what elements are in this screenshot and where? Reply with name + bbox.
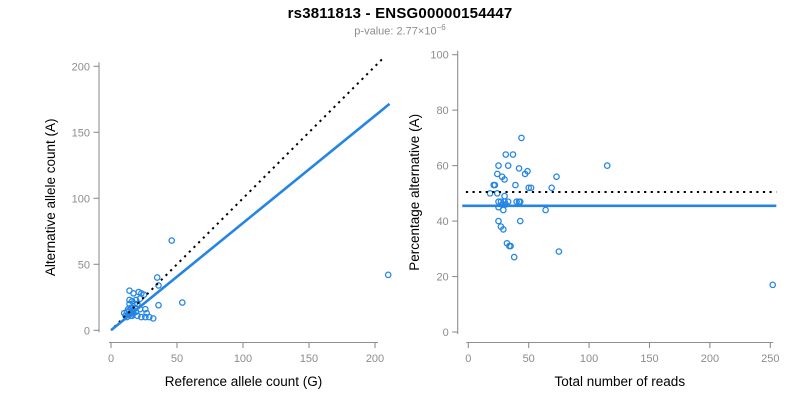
x-tick-label: 150 [640, 353, 658, 365]
data-point [130, 290, 137, 297]
panel-percentage-vs-reads: 0 50 100 150 200 250 0 20 40 60 80 100 Total number … [407, 50, 779, 389]
y-tick-label: 100 [72, 193, 90, 205]
x-axis-title: Total number of reads [555, 374, 686, 389]
x-tick-label: 100 [234, 353, 252, 365]
data-point [518, 134, 525, 142]
x-tick-label: 50 [171, 353, 183, 365]
data-point [178, 299, 186, 306]
data-point [513, 198, 520, 205]
data-point [515, 165, 523, 172]
x-tick-label: 50 [523, 353, 535, 365]
x-tick-label: 0 [108, 353, 114, 365]
data-point [141, 305, 149, 313]
data-point [504, 162, 512, 169]
y-tick-label: 0 [443, 327, 449, 339]
y-tick-label: 100 [430, 50, 448, 62]
y-tick-label: 20 [436, 272, 448, 284]
data-point [502, 151, 510, 158]
data-point [603, 162, 611, 169]
regression-line [110, 102, 391, 332]
data-point [504, 198, 512, 205]
data-point [500, 206, 507, 214]
data-point [548, 184, 555, 192]
data-point [510, 253, 518, 261]
data-point [491, 181, 499, 189]
data-point [553, 173, 560, 181]
y-tick-label: 150 [72, 127, 90, 139]
y-tick-label: 40 [436, 216, 448, 228]
data-point [145, 313, 153, 321]
data-point [501, 192, 508, 200]
data-point [769, 281, 777, 289]
y-tick-label: 60 [436, 161, 448, 173]
p-value-text: p-value: 2.77×10 [354, 25, 437, 38]
y-tick-label: 0 [84, 325, 90, 337]
data-point [493, 170, 501, 178]
p-value-exponent: −6 [436, 23, 446, 32]
data-point [155, 282, 162, 289]
data-point [493, 190, 501, 197]
data-point [138, 313, 145, 321]
data-point [509, 151, 517, 158]
x-tick-label: 200 [366, 353, 384, 365]
y-axis-title: Percentage alternative (A) [407, 114, 422, 271]
data-point [525, 184, 533, 192]
x-axis-title: Reference allele count (G) [165, 374, 323, 389]
data-point [506, 242, 513, 250]
data-point [524, 167, 531, 175]
data-point [527, 184, 535, 192]
data-point [132, 296, 140, 304]
data-point [134, 300, 141, 308]
data-point [542, 206, 549, 214]
data-point [516, 217, 524, 225]
data-point [486, 190, 494, 197]
data-point [495, 203, 502, 211]
data-point [155, 301, 162, 309]
y-axis-title: Alternative allele count (A) [43, 119, 58, 277]
data-point [141, 313, 149, 321]
y-tick-label: 80 [436, 105, 448, 117]
x-tick-label: 100 [580, 353, 598, 365]
data-point [168, 237, 176, 244]
data-point [495, 217, 502, 225]
p-value-subtitle: p-value: 2.77×10−6 [0, 23, 800, 38]
x-tick-label: 200 [701, 353, 719, 365]
y-tick-label: 50 [78, 259, 90, 271]
data-point [516, 198, 524, 205]
data-point [495, 162, 502, 169]
data-point [555, 248, 563, 255]
data-point [153, 274, 161, 281]
x-tick-label: 150 [300, 353, 318, 365]
data-point [140, 291, 148, 298]
data-point [501, 176, 508, 183]
data-point [384, 271, 392, 279]
data-point [512, 181, 519, 189]
y-tick-label: 200 [72, 61, 90, 73]
data-point [131, 300, 139, 308]
data-point [149, 315, 157, 322]
identity-line [113, 55, 386, 328]
page-title: rs3811813 - ENSG00000154447 [287, 5, 513, 22]
data-point [134, 312, 141, 320]
x-tick-label: 0 [465, 353, 471, 365]
data-point [500, 226, 507, 233]
x-tick-label: 250 [761, 353, 779, 365]
panel-allele-counts: 0 50 100 150 200 0 50 100 150 200 Reference allele… [43, 55, 392, 389]
